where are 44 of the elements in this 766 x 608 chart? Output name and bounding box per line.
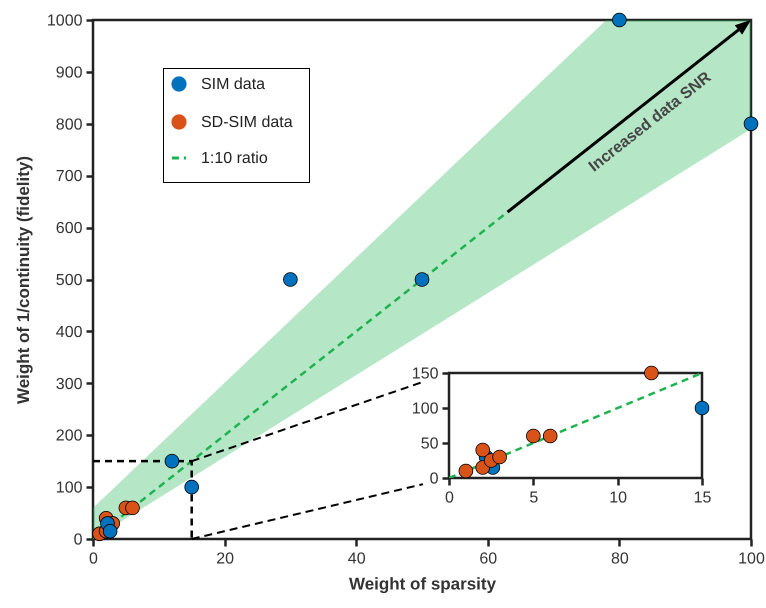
y-tick-label: 900 xyxy=(56,64,83,82)
x-tick-label: 80 xyxy=(611,550,629,568)
point xyxy=(526,428,541,444)
y-tick-label: 50 xyxy=(420,436,439,452)
y-tick-label: 100 xyxy=(412,400,439,418)
x-tick-label: 100 xyxy=(738,550,765,568)
y-tick-label: 700 xyxy=(56,168,83,186)
point xyxy=(694,400,710,416)
point xyxy=(414,272,430,287)
point xyxy=(492,450,507,464)
y-tick-label: 200 xyxy=(56,428,83,445)
legend-label: 1:10 ratio xyxy=(201,150,268,167)
x-tick-label: 60 xyxy=(479,550,498,568)
point xyxy=(102,524,118,538)
y-tick-label: 0 xyxy=(430,470,439,488)
point xyxy=(542,428,558,444)
x-axis-title: Weight of sparsity xyxy=(348,574,497,594)
point xyxy=(612,12,627,28)
x-tick-label: 15 xyxy=(694,490,712,506)
y-tick-label: 150 xyxy=(412,366,439,382)
x-tick-label: 0 xyxy=(89,550,98,568)
y-tick-label: 1000 xyxy=(46,12,83,30)
y-tick-label: 300 xyxy=(56,376,83,393)
point xyxy=(744,116,758,132)
point xyxy=(644,366,659,380)
point xyxy=(458,464,474,478)
y-tick-label: 400 xyxy=(56,324,83,341)
y-axis-title: Weight of 1/continuity (fidelity) xyxy=(14,156,33,404)
legend-label: SIM data xyxy=(201,76,266,93)
legend-label: SD-SIM data xyxy=(201,114,293,131)
y-tick-label: 600 xyxy=(56,220,83,238)
x-tick-label: 0 xyxy=(445,490,454,506)
y-tick-label: 0 xyxy=(74,532,83,548)
point xyxy=(475,442,490,458)
x-tick-label: 5 xyxy=(529,490,538,506)
x-tick-label: 40 xyxy=(348,550,366,568)
point xyxy=(164,454,180,468)
y-tick-label: 500 xyxy=(56,272,83,289)
x-tick-label: 20 xyxy=(216,550,234,568)
point xyxy=(125,500,140,516)
y-tick-label: 800 xyxy=(56,116,83,134)
point xyxy=(184,480,199,494)
x-tick-label: 10 xyxy=(609,490,628,506)
point xyxy=(283,272,298,287)
